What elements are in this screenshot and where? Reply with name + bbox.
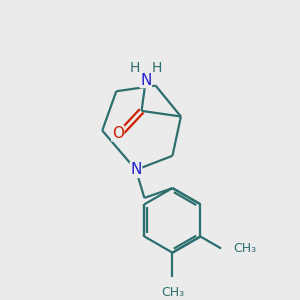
Text: CH₃: CH₃ xyxy=(161,286,184,299)
Text: N: N xyxy=(130,162,142,177)
Text: H: H xyxy=(151,61,162,75)
Text: N: N xyxy=(140,73,152,88)
Text: H: H xyxy=(130,61,140,75)
Text: CH₃: CH₃ xyxy=(234,242,257,255)
Text: O: O xyxy=(112,126,124,141)
